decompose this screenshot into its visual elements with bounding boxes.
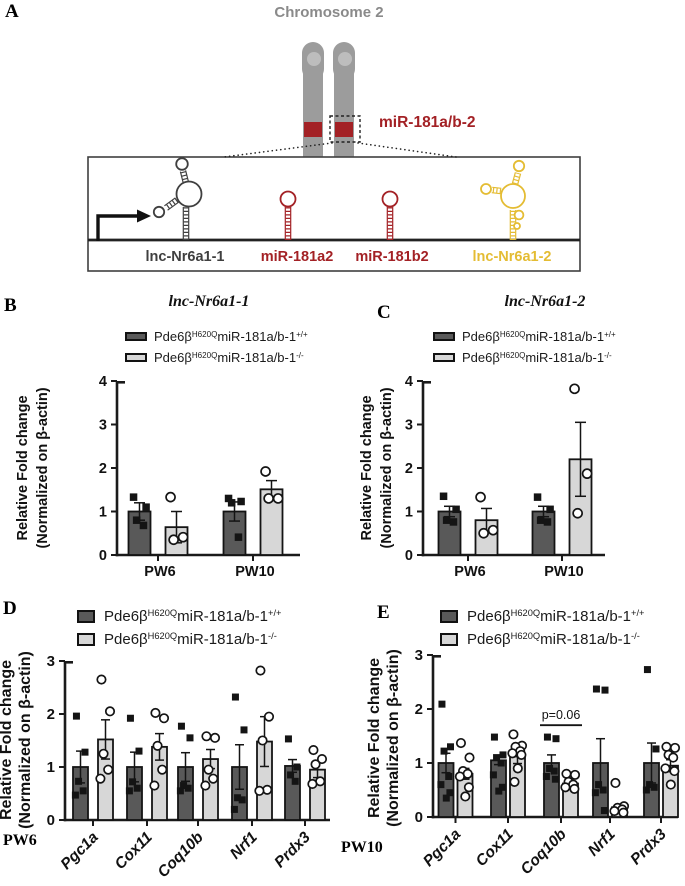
legend-label-wt: Pde6βH620QmiR-181a/b-1+/+	[462, 329, 616, 344]
svg-text:(Normalized on β-actin): (Normalized on β-actin)	[17, 651, 34, 829]
svg-text:PW10: PW10	[544, 564, 584, 580]
gene-label-lnc-nr6a1-1: lnc-Nr6a1-1	[146, 249, 225, 265]
panel-d-legend: Pde6βH620QmiR-181a/b-1+/+ Pde6βH620QmiR-…	[77, 607, 282, 655]
svg-text:Coq10b: Coq10b	[518, 825, 571, 878]
svg-text:2: 2	[405, 461, 413, 477]
svg-text:p=0.06: p=0.06	[542, 708, 581, 722]
panel-e-legend: Pde6βH620QmiR-181a/b-1+/+ Pde6βH620QmiR-…	[440, 607, 645, 655]
panel-b-letter: B	[4, 295, 17, 316]
svg-text:0: 0	[99, 548, 107, 564]
legend-label-wt: Pde6βH620QmiR-181a/b-1+/+	[104, 607, 282, 625]
svg-text:0: 0	[415, 809, 423, 826]
locus-selection-box	[329, 115, 361, 143]
legend-entry-wt: Pde6βH620QmiR-181a/b-1+/+	[77, 607, 282, 625]
svg-text:0: 0	[47, 812, 55, 829]
svg-text:4: 4	[99, 374, 107, 390]
svg-text:3: 3	[47, 653, 55, 670]
legend-label-wt: Pde6βH620QmiR-181a/b-1+/+	[467, 607, 645, 625]
zoom-connector-right	[357, 142, 457, 158]
svg-text:Relative Fold change: Relative Fold change	[15, 395, 31, 540]
gene-label-lnc-nr6a1-2: lnc-Nr6a1-2	[473, 249, 552, 265]
legend-entry-ko: Pde6βH620QmiR-181a/b-1-/-	[77, 630, 281, 648]
panel-c-letter: C	[377, 302, 391, 323]
svg-text:Cox11: Cox11	[473, 826, 517, 870]
svg-text:Prdx3: Prdx3	[627, 826, 670, 869]
panel-e-chart: Relative Fold change (Normalized on β-act…	[366, 647, 681, 878]
svg-text:(Normalized on β-actin): (Normalized on β-actin)	[385, 649, 402, 827]
legend-entry-ko: Pde6βH620QmiR-181a/b-1-/-	[125, 351, 308, 364]
svg-text:Relative Fold change: Relative Fold change	[359, 395, 375, 540]
legend-marker-ko	[433, 353, 455, 363]
legend-label-ko: Pde6βH620QmiR-181a/b-1-/-	[462, 350, 612, 366]
chromosome-title: Chromosome 2	[274, 4, 383, 21]
panel-b-chart: Relative Fold change (Normalized on β-act…	[15, 374, 300, 580]
legend-marker-ko	[77, 633, 95, 646]
svg-text:3: 3	[415, 647, 423, 664]
svg-text:3: 3	[99, 418, 107, 434]
panel-a-diagram: Chromosome 2 miR-181a/b-2 lnc-Nr6a1-1 miR…	[87, 4, 581, 272]
legend-label-ko: Pde6βH620QmiR-181a/b-1-/-	[154, 350, 304, 366]
svg-text:Relative Fold change: Relative Fold change	[0, 660, 15, 820]
svg-text:Relative Fold change: Relative Fold change	[366, 658, 383, 818]
legend-marker-ko	[125, 353, 147, 363]
svg-text:PW6: PW6	[454, 564, 485, 580]
svg-text:0: 0	[405, 548, 413, 564]
locus-zoom-box	[87, 156, 581, 272]
svg-text:Pgc1a: Pgc1a	[58, 829, 103, 874]
legend-entry-ko: Pde6βH620QmiR-181a/b-1-/-	[440, 630, 644, 648]
legend-label-ko: Pde6βH620QmiR-181a/b-1-/-	[104, 630, 277, 648]
svg-text:1: 1	[47, 759, 55, 776]
locus-label: miR-181a/b-2	[379, 114, 475, 131]
svg-text:2: 2	[99, 461, 107, 477]
svg-text:Prdx3: Prdx3	[271, 829, 314, 872]
legend-label-wt: Pde6βH620QmiR-181a/b-1+/+	[154, 329, 308, 344]
panel-c-title: lnc-Nr6a1-2	[504, 293, 586, 310]
legend-marker-wt	[77, 610, 95, 623]
legend-entry-wt: Pde6βH620QmiR-181a/b-1+/+	[440, 607, 645, 625]
panel-d-timepoint-label: PW6	[3, 832, 37, 849]
svg-text:Nrf1: Nrf1	[227, 829, 261, 863]
svg-text:Coq10b: Coq10b	[155, 828, 208, 881]
svg-text:Nrf1: Nrf1	[585, 826, 619, 860]
svg-text:1: 1	[405, 505, 413, 521]
legend-marker-wt	[433, 332, 455, 342]
panel-b-title: lnc-Nr6a1-1	[168, 293, 250, 310]
zoom-connector-left	[223, 142, 333, 158]
panel-c-chart: Relative Fold change (Normalized on β-act…	[359, 374, 605, 580]
panel-d-chart: Relative Fold change (Normalized on β-act…	[0, 651, 330, 881]
panel-b-legend: Pde6βH620QmiR-181a/b-1+/+ Pde6βH620QmiR-…	[125, 330, 308, 372]
svg-text:2: 2	[415, 701, 423, 718]
legend-label-ko: Pde6βH620QmiR-181a/b-1-/-	[467, 630, 640, 648]
svg-text:(Normalized on β-actin): (Normalized on β-actin)	[35, 387, 51, 548]
rna-hairpins	[152, 157, 526, 240]
svg-text:Cox11: Cox11	[112, 829, 156, 873]
svg-text:Pgc1a: Pgc1a	[420, 826, 465, 871]
legend-marker-wt	[125, 332, 147, 342]
svg-text:PW6: PW6	[144, 564, 175, 580]
legend-entry-ko: Pde6βH620QmiR-181a/b-1-/-	[433, 351, 616, 364]
svg-text:PW10: PW10	[235, 564, 275, 580]
legend-marker-ko	[440, 633, 458, 646]
legend-entry-wt: Pde6βH620QmiR-181a/b-1+/+	[433, 330, 616, 343]
svg-text:1: 1	[99, 505, 107, 521]
legend-marker-wt	[440, 610, 458, 623]
svg-text:4: 4	[405, 374, 413, 390]
panel-e-timepoint-label: PW10	[341, 839, 383, 856]
chromosome-pair	[302, 42, 355, 174]
svg-text:1: 1	[415, 755, 423, 772]
svg-text:3: 3	[405, 418, 413, 434]
legend-entry-wt: Pde6βH620QmiR-181a/b-1+/+	[125, 330, 308, 343]
svg-text:2: 2	[47, 706, 55, 723]
panel-d-letter: D	[3, 598, 17, 619]
promoter-arrow-icon	[96, 209, 151, 241]
panel-a-letter: A	[5, 1, 19, 22]
panel-c-legend: Pde6βH620QmiR-181a/b-1+/+ Pde6βH620QmiR-…	[433, 330, 616, 372]
svg-text:(Normalized on β-actin): (Normalized on β-actin)	[379, 387, 395, 548]
gene-label-mir-181a2: miR-181a2	[261, 249, 334, 265]
panel-e-letter: E	[377, 602, 390, 623]
gene-label-mir-181b2: miR-181b2	[355, 249, 428, 265]
